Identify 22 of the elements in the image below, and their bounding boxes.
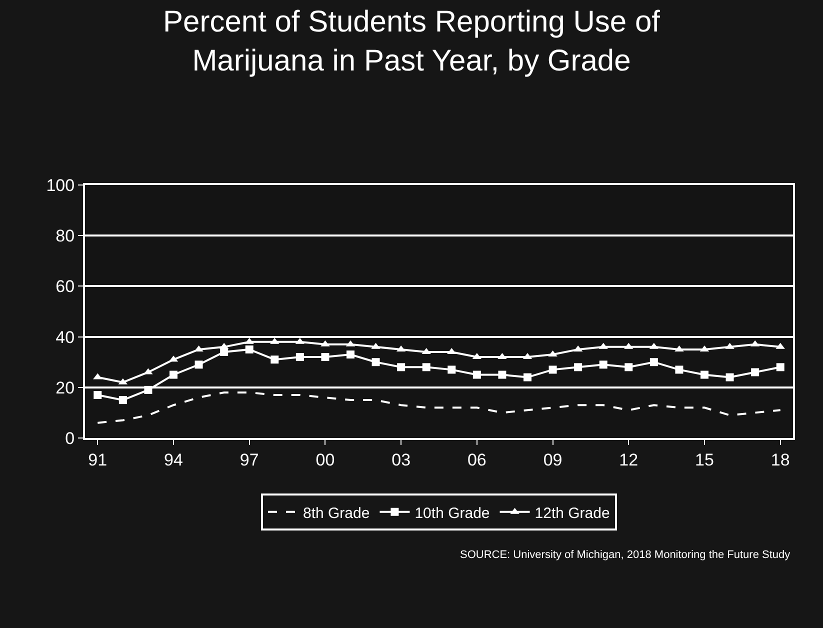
y-tick-label: 80 <box>56 226 75 246</box>
x-tick-label: 18 <box>770 450 790 470</box>
chart-title: Percent of Students Reporting Use of Marijuana in Past Year, by Grade <box>163 5 661 78</box>
legend-label: 10th Grade <box>414 504 490 522</box>
y-tick-label: 20 <box>56 378 75 398</box>
x-tick-label: 91 <box>88 450 108 470</box>
y-tick-label: 0 <box>65 428 75 448</box>
y-tick-label: 60 <box>56 277 75 296</box>
y-tick-label: 100 <box>46 176 75 195</box>
x-tick-label: 06 <box>467 450 486 470</box>
legend-label: 12th Grade <box>534 504 610 522</box>
x-tick-label: 03 <box>392 450 411 470</box>
x-tick-label: 15 <box>695 450 714 470</box>
y-tick-label: 40 <box>56 328 75 347</box>
x-tick-label: 97 <box>240 450 259 470</box>
x-tick-label: 12 <box>619 450 638 470</box>
x-tick-label: 00 <box>316 450 335 470</box>
legend-label: 8th Grade <box>303 504 370 522</box>
line-series <box>96 391 782 424</box>
x-tick-label: 09 <box>543 450 562 470</box>
source-note: SOURCE: University of Michigan, 2018 Monitoring the Future Study <box>460 549 791 561</box>
x-tick-label: 94 <box>164 450 183 470</box>
